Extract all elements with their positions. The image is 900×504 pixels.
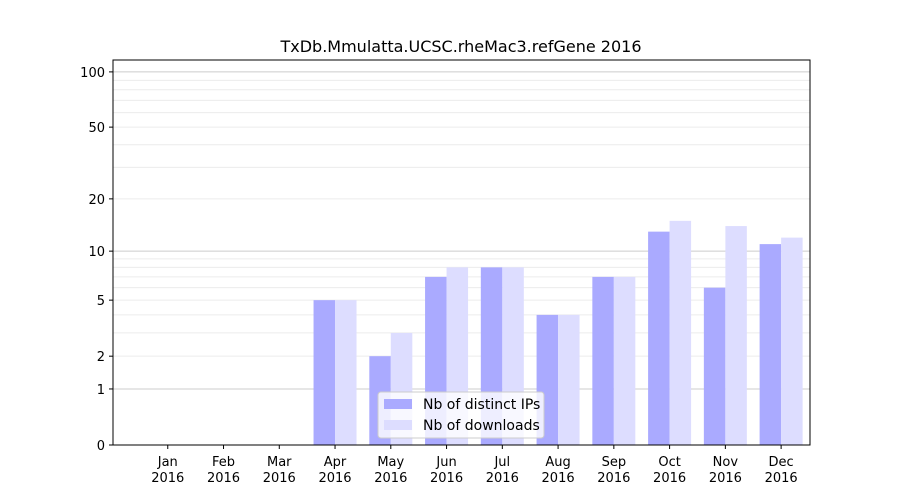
bar-distinct-ips [313,300,336,445]
x-tick-label: Jun 2016 [430,455,463,486]
x-tick-label: Nov 2016 [709,455,742,486]
y-tick-label: 1 [97,383,105,398]
y-tick-label: 2 [97,350,105,365]
x-tick-label: Feb 2016 [207,455,240,486]
x-axis: Jan 2016 Feb 2016 Mar 2016 Apr 2016 May 2016 Jun 20… [151,445,798,486]
bar-distinct-ips [648,231,670,445]
y-axis: 0 1 2 5 10 20 50 100 [80,66,113,454]
x-tick-label: Jul 2016 [486,455,519,486]
y-tick-label: 10 [88,245,105,260]
x-tick-label: May 2016 [374,455,407,486]
bar-downloads [613,276,636,445]
x-tick-label: Mar 2016 [263,455,296,486]
bar-distinct-ips [703,287,726,445]
legend-swatch-downloads [384,420,412,430]
plot-frame [112,59,811,446]
legend: Nb of distinct IPs Nb of downloads [377,391,545,439]
y-tick-label: 20 [88,193,105,208]
chart-title: TxDb.Mmulatta.UCSC.rheMac3.refGene 2016 [279,37,641,56]
x-tick-label: Oct 2016 [653,455,686,486]
legend-label-downloads: Nb of downloads [423,418,540,434]
bar-downloads [669,220,692,445]
legend-swatch-ips [384,399,412,409]
y-tick-label: 50 [88,121,105,136]
legend-label-ips: Nb of distinct IPs [423,397,540,413]
bar-downloads [725,226,747,445]
legend-box [377,391,545,439]
bar-distinct-ips [592,276,614,445]
x-tick-label: Jan 2016 [151,455,184,486]
bar-downloads [781,237,803,445]
x-tick-label: Dec 2016 [765,455,798,486]
x-tick-label: Aug 2016 [542,455,575,486]
bar-distinct-ips [759,244,782,445]
bar-downloads [335,300,357,445]
x-tick-label: Sep 2016 [597,455,630,486]
y-tick-label: 0 [97,439,105,454]
bar-downloads [558,314,580,445]
x-tick-label: Apr 2016 [318,455,351,486]
y-tick-label: 5 [97,294,105,309]
y-tick-label: 100 [80,66,105,81]
